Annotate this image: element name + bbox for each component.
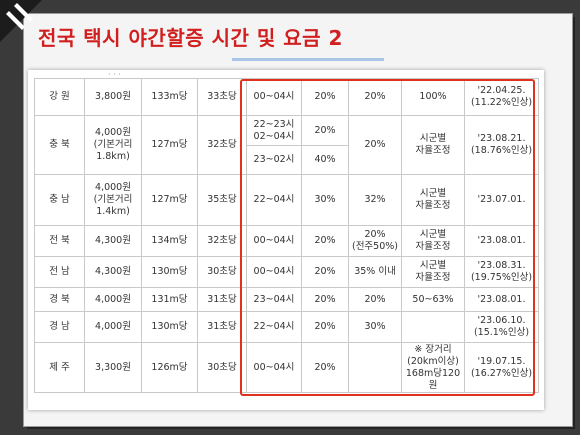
table-row: 전 북 4,300원 134m당 32초당 00~04시 20% 20% (전주5… (34, 225, 539, 257)
fare-cell: 4,000원 (기본거리 1.8km) (84, 115, 142, 175)
rate-cell (348, 342, 402, 393)
date-cell: '23.07.01. (464, 174, 539, 226)
table-row: 경 북 4,000원 131m당 31초당 23~04시 20% 20% 50~… (34, 287, 539, 312)
distance-cell: 130m당 (141, 311, 198, 343)
region-cell: 전 북 (34, 225, 85, 257)
date-cell: '19.07.15. (16.27%인상) (464, 342, 539, 393)
distance-cell: 127m당 (141, 115, 198, 175)
rate-cell: 35% 이내 (348, 256, 402, 288)
rate-cell: 20% (301, 115, 349, 146)
document-image: · · · 강 원 3,800원 133m당 33초당 00~04시 20% 2… (28, 70, 544, 410)
title-underline (232, 58, 384, 61)
fare-table: 강 원 3,800원 133m당 33초당 00~04시 20% 20% 100… (34, 78, 539, 393)
note-cell: 시군별 자율조정 (401, 256, 465, 288)
date-cell: '23.08.31. (19.75%인상) (464, 256, 539, 288)
hours-cell: 22~23시 02~04시 (246, 115, 302, 146)
note-cell: ※ 장거리 (20km이상) 168m당120원 (401, 342, 465, 393)
rate-cell: 40% (301, 145, 349, 175)
fare-cell: 4,000원 (84, 311, 142, 343)
hours-cell: 00~04시 (246, 342, 302, 393)
date-cell: '23.06.10. (15.1%인상) (464, 311, 539, 343)
table-row: 23~02시 40% (35, 145, 539, 175)
rate-cell: 20% (301, 342, 349, 393)
distance-cell: 134m당 (141, 225, 198, 257)
top-fragment: · · · (108, 70, 121, 79)
distance-cell: 133m당 (141, 78, 198, 116)
date-cell: '23.08.21. (18.76%인상) (464, 115, 539, 175)
rate-cell: 30% (348, 311, 402, 343)
region-cell: 제 주 (34, 342, 85, 393)
region-cell: 전 남 (34, 256, 85, 288)
region-cell: 충 북 (34, 115, 85, 175)
table-row: 강 원 3,800원 133m당 33초당 00~04시 20% 20% 100… (34, 78, 539, 116)
hours-cell: 00~04시 (246, 225, 302, 257)
highlight-box (240, 79, 535, 396)
distance-cell: 130m당 (141, 256, 198, 288)
table-row: 경 남 4,000원 130m당 31초당 22~04시 20% 30% '23… (34, 311, 539, 343)
distance-cell: 131m당 (141, 287, 198, 312)
hours-cell: 00~04시 (246, 256, 302, 288)
corner-decoration (0, 0, 42, 42)
note-cell: 시군별 자율조정 (401, 115, 465, 175)
distance-cell: 126m당 (141, 342, 198, 393)
region-cell: 강 원 (34, 78, 85, 116)
region-cell: 경 북 (34, 287, 85, 312)
fare-cell: 3,800원 (84, 78, 142, 116)
hours-cell: 00~04시 (246, 78, 302, 116)
rate-cell: 20% (348, 115, 402, 175)
time-cell: 32초당 (197, 115, 247, 175)
fare-cell: 3,300원 (84, 342, 142, 393)
note-cell: 50~63% (401, 287, 465, 312)
rate-cell: 30% (301, 174, 349, 226)
region-cell: 경 남 (34, 311, 85, 343)
fare-cell: 4,000원 (84, 287, 142, 312)
region-cell: 충 남 (34, 174, 85, 226)
fare-cell: 4,300원 (84, 225, 142, 257)
table-row: 제 주 3,300원 126m당 30초당 00~04시 20% ※ 장거리 (2… (34, 342, 539, 393)
time-cell: 30초당 (197, 256, 247, 288)
table-row: 충 북 4,000원 (기본거리 1.8km) 127m당 32초당 22~23시 0… (34, 115, 539, 175)
fare-cell: 4,000원 (기본거리 1.4km) (84, 174, 142, 226)
slide-title: 전국 택시 야간할증 시간 및 요금 2 (38, 26, 343, 50)
date-cell: '23.08.01. (464, 287, 539, 312)
distance-cell: 127m당 (141, 174, 198, 226)
fare-cell: 4,300원 (84, 256, 142, 288)
